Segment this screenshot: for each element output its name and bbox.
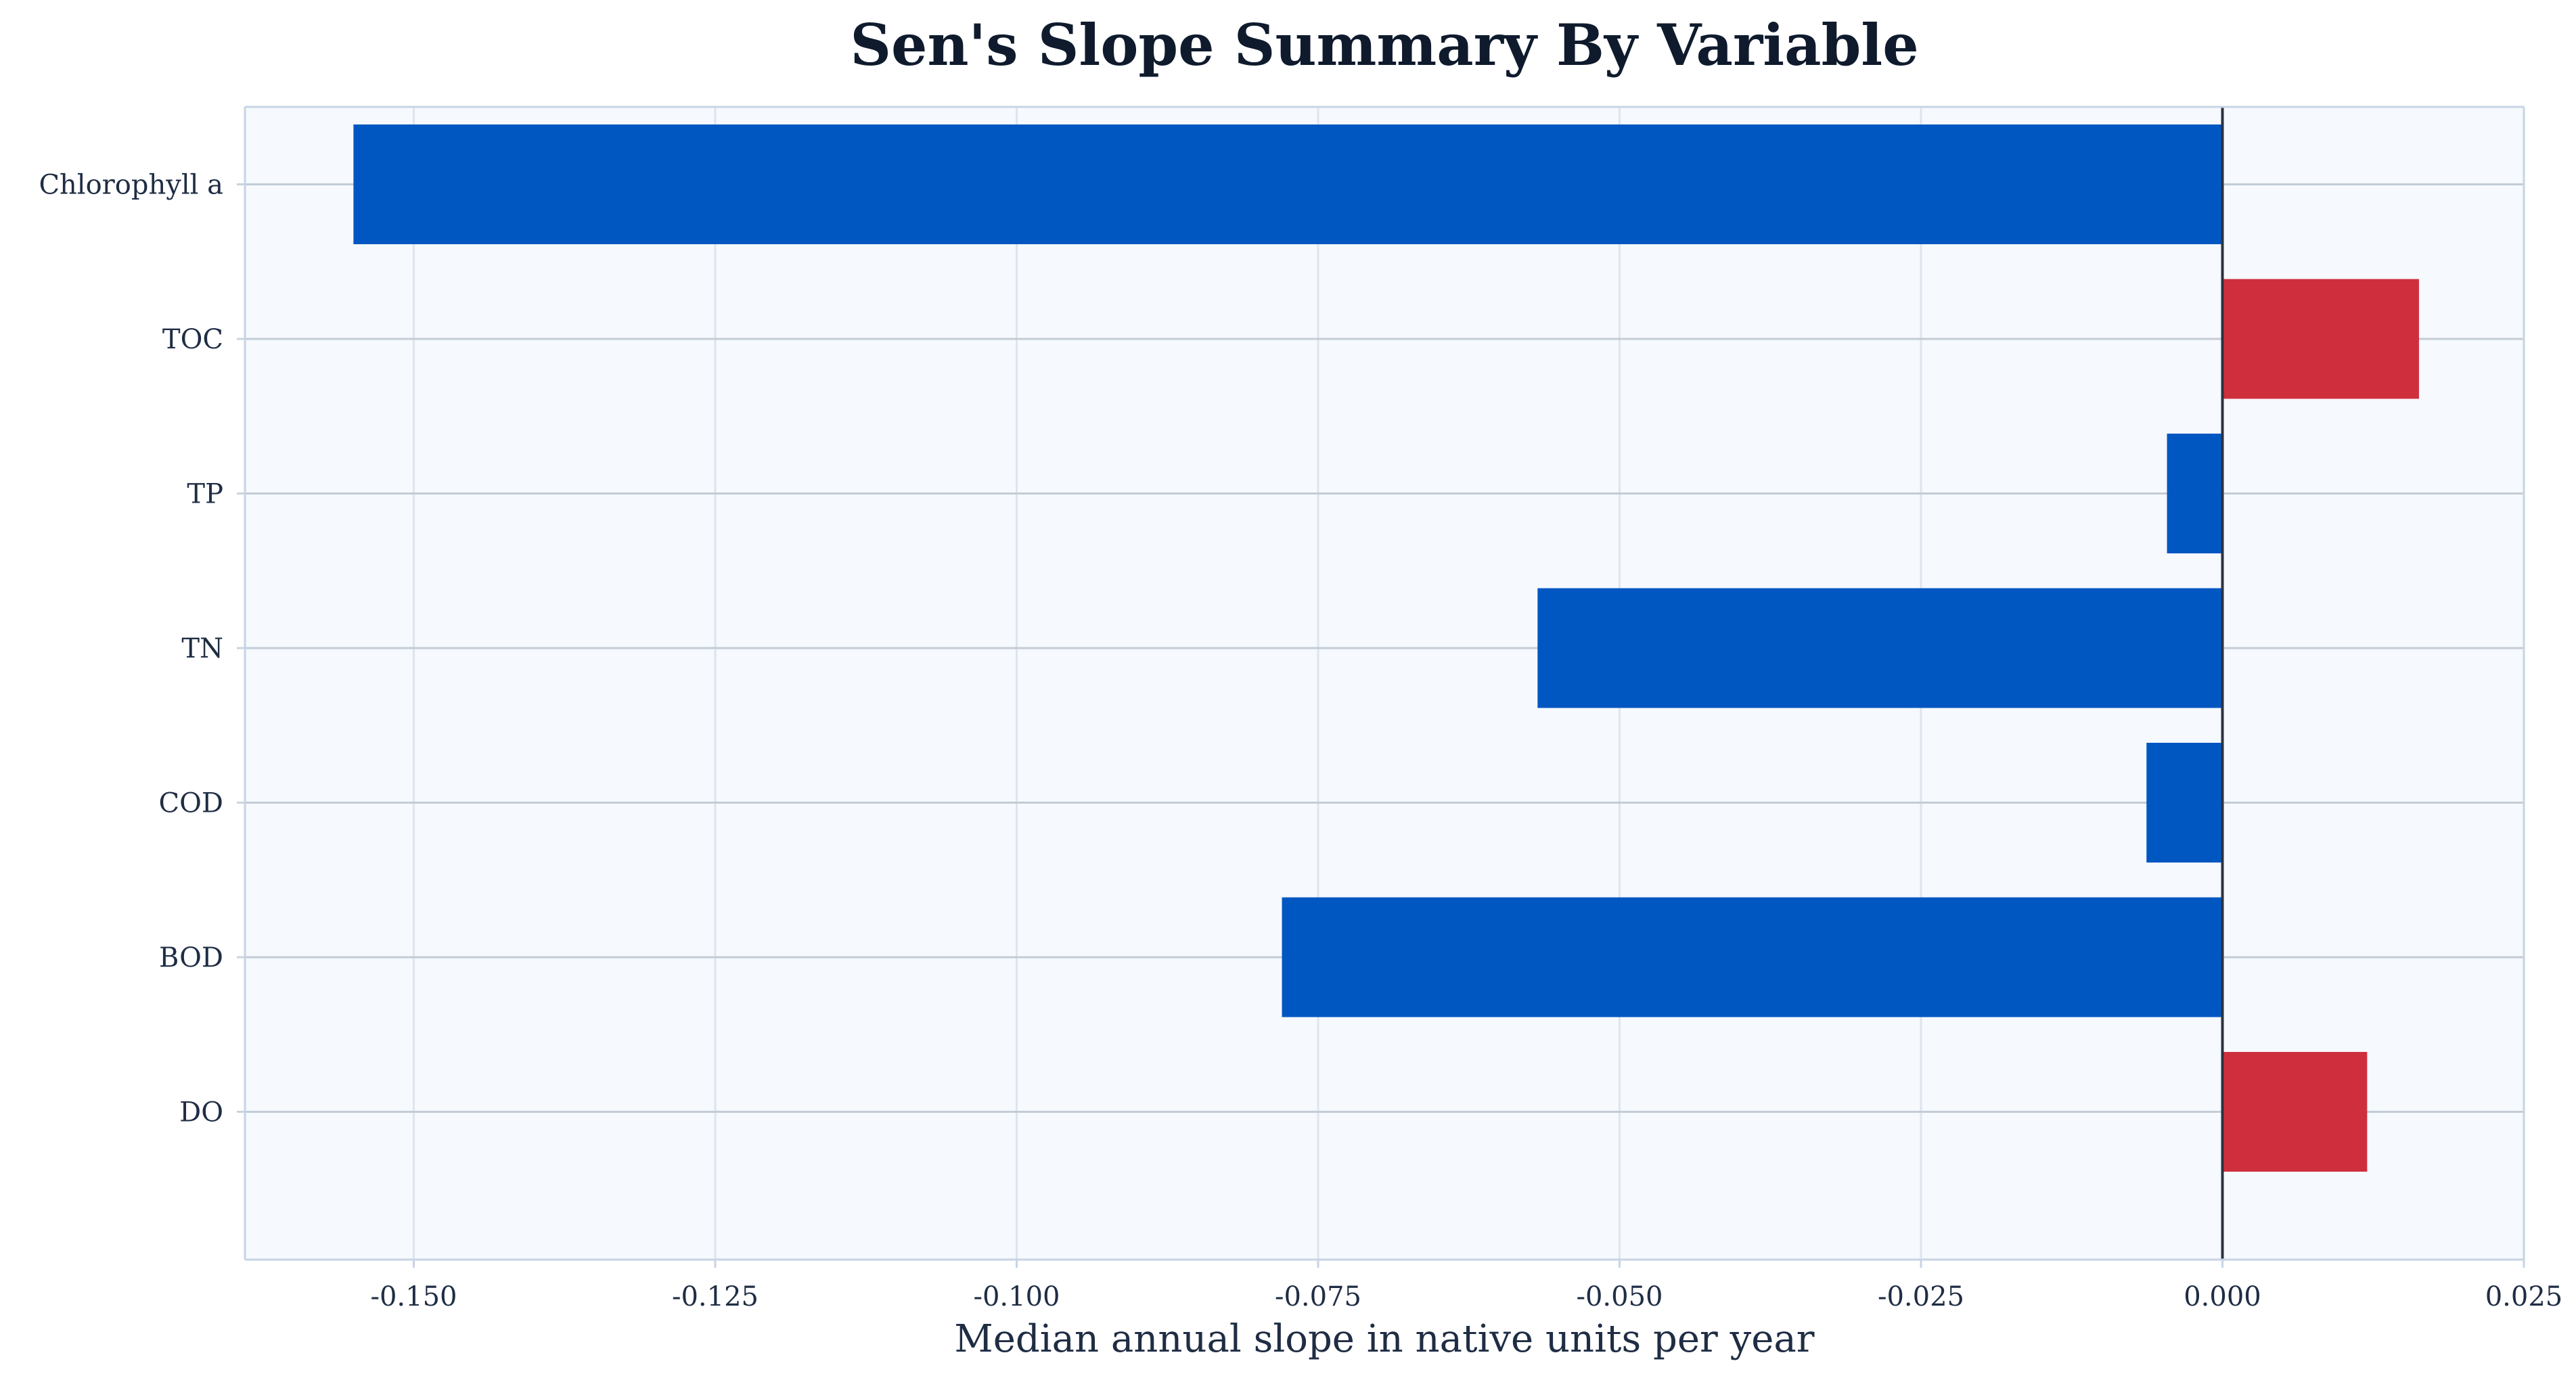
x-tick-label: -0.100 bbox=[973, 1281, 1060, 1312]
y-tick-label-chlorophyll-a: Chlorophyll a bbox=[39, 170, 223, 201]
bar-tn bbox=[1537, 588, 2223, 708]
y-tick-label-tp: TP bbox=[187, 479, 223, 510]
axis-spines bbox=[244, 106, 2525, 1261]
x-tick-label: -0.075 bbox=[1275, 1281, 1361, 1312]
y-tick-label-cod: COD bbox=[159, 788, 223, 819]
x-tick-label: -0.025 bbox=[1878, 1281, 1964, 1312]
bar-cod bbox=[2146, 743, 2223, 863]
x-tick-label: -0.150 bbox=[370, 1281, 457, 1312]
y-tick-label-do: DO bbox=[179, 1097, 223, 1128]
y-tick-label-bod: BOD bbox=[159, 942, 223, 973]
x-tick-label: -0.050 bbox=[1576, 1281, 1663, 1312]
bar-toc bbox=[2222, 279, 2419, 399]
y-tick-label-toc: TOC bbox=[162, 324, 223, 355]
bar-bod bbox=[1282, 897, 2223, 1017]
bar-tp bbox=[2167, 434, 2223, 553]
x-tick-label: -0.125 bbox=[672, 1281, 759, 1312]
y-tick-label-tn: TN bbox=[181, 633, 223, 664]
x-axis-label: Median annual slope in native units per … bbox=[954, 1317, 1814, 1361]
x-tick-label: 0.000 bbox=[2184, 1281, 2261, 1312]
tick-layer: -0.150 -0.125 -0.100 -0.075 -0.050 -0.025 0.00… bbox=[39, 170, 2562, 1313]
chart-title: Sen's Slope Summary By Variable bbox=[850, 12, 1918, 78]
bars-layer bbox=[353, 124, 2419, 1172]
bar-do bbox=[2222, 1052, 2368, 1172]
x-tick-label: 0.025 bbox=[2485, 1281, 2563, 1312]
bar-chlorophyll-a bbox=[353, 124, 2223, 244]
